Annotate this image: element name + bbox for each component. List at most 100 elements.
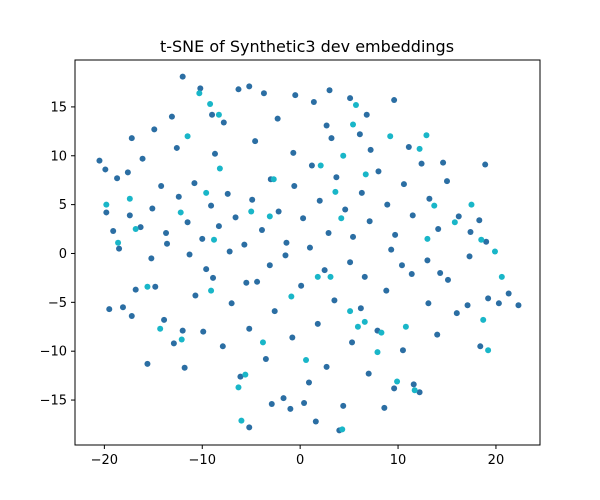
data-point bbox=[291, 183, 298, 190]
data-point bbox=[246, 424, 253, 431]
data-point bbox=[216, 165, 223, 172]
x-tick-label: −20 bbox=[91, 453, 118, 468]
data-point bbox=[358, 189, 365, 196]
data-point bbox=[357, 305, 364, 312]
x-tick-label: 10 bbox=[390, 453, 407, 468]
points-layer bbox=[96, 73, 522, 434]
data-point bbox=[431, 202, 438, 209]
data-point bbox=[416, 389, 423, 396]
data-point bbox=[268, 400, 275, 407]
data-point bbox=[178, 336, 185, 343]
data-point bbox=[208, 287, 215, 294]
data-point bbox=[495, 300, 502, 307]
data-point bbox=[515, 302, 522, 309]
data-point bbox=[186, 251, 193, 258]
data-point bbox=[144, 360, 151, 367]
data-point bbox=[224, 190, 231, 197]
data-point bbox=[116, 245, 123, 252]
data-point bbox=[374, 349, 381, 356]
data-point bbox=[491, 248, 498, 255]
data-point bbox=[115, 239, 122, 246]
data-point bbox=[464, 302, 471, 309]
data-point bbox=[394, 378, 401, 385]
data-point bbox=[161, 316, 168, 323]
data-point bbox=[290, 149, 297, 156]
data-point bbox=[340, 402, 347, 409]
data-point bbox=[375, 168, 382, 175]
data-point bbox=[266, 262, 273, 269]
data-point bbox=[312, 418, 319, 425]
data-point bbox=[158, 183, 165, 190]
x-tick-label: 20 bbox=[488, 453, 505, 468]
data-point bbox=[505, 290, 512, 297]
data-point bbox=[271, 308, 278, 315]
data-point bbox=[362, 171, 369, 178]
data-point bbox=[451, 219, 458, 226]
data-point bbox=[435, 226, 442, 233]
data-point bbox=[410, 381, 417, 388]
data-point bbox=[232, 214, 239, 221]
data-point bbox=[119, 304, 126, 311]
x-tick-label: 0 bbox=[296, 453, 304, 468]
data-point bbox=[246, 83, 253, 90]
y-tick-label: 10 bbox=[50, 149, 67, 164]
data-point bbox=[126, 195, 133, 202]
data-point bbox=[498, 273, 505, 280]
data-point bbox=[466, 253, 473, 260]
data-point bbox=[184, 219, 191, 226]
data-point bbox=[203, 189, 210, 196]
data-point bbox=[424, 257, 431, 264]
data-point bbox=[262, 356, 269, 363]
data-point bbox=[177, 209, 184, 216]
data-point bbox=[455, 213, 462, 220]
data-point bbox=[387, 133, 394, 140]
data-point bbox=[184, 133, 191, 140]
data-point bbox=[411, 387, 418, 394]
data-point bbox=[361, 273, 368, 280]
data-point bbox=[453, 310, 460, 317]
data-point bbox=[148, 255, 155, 262]
data-point bbox=[235, 384, 242, 391]
data-point bbox=[139, 155, 146, 162]
data-point bbox=[347, 308, 354, 315]
data-point bbox=[197, 85, 204, 92]
data-point bbox=[249, 196, 256, 203]
data-point bbox=[402, 323, 409, 330]
data-point bbox=[96, 157, 103, 164]
data-point bbox=[179, 327, 186, 334]
data-point bbox=[423, 132, 430, 139]
data-point bbox=[220, 119, 227, 126]
data-point bbox=[215, 223, 222, 230]
data-point bbox=[347, 95, 354, 102]
data-point bbox=[326, 87, 333, 94]
data-point bbox=[485, 295, 492, 302]
data-point bbox=[179, 73, 186, 80]
axes-layer: −20 −10 0 10 20 −15 −10 −5 0 5 10 15 bbox=[40, 59, 541, 468]
data-point bbox=[480, 316, 487, 323]
data-point bbox=[170, 340, 177, 347]
data-point bbox=[275, 208, 282, 215]
data-point bbox=[323, 363, 330, 370]
data-point bbox=[477, 343, 484, 350]
data-point bbox=[416, 145, 423, 152]
chart-title: t-SNE of Synthetic3 dev embeddings bbox=[160, 37, 454, 56]
data-point bbox=[317, 162, 324, 169]
data-point bbox=[292, 92, 299, 99]
data-point bbox=[110, 228, 117, 234]
data-point bbox=[325, 229, 332, 236]
data-point bbox=[426, 195, 433, 202]
data-point bbox=[132, 286, 139, 293]
data-point bbox=[103, 209, 110, 216]
data-point bbox=[283, 239, 290, 246]
data-point bbox=[434, 331, 441, 338]
data-point bbox=[132, 226, 139, 233]
data-point bbox=[208, 202, 215, 209]
data-point bbox=[340, 152, 347, 159]
data-point bbox=[199, 235, 206, 242]
data-point bbox=[476, 217, 483, 224]
data-point bbox=[219, 343, 226, 350]
data-point bbox=[383, 287, 390, 294]
